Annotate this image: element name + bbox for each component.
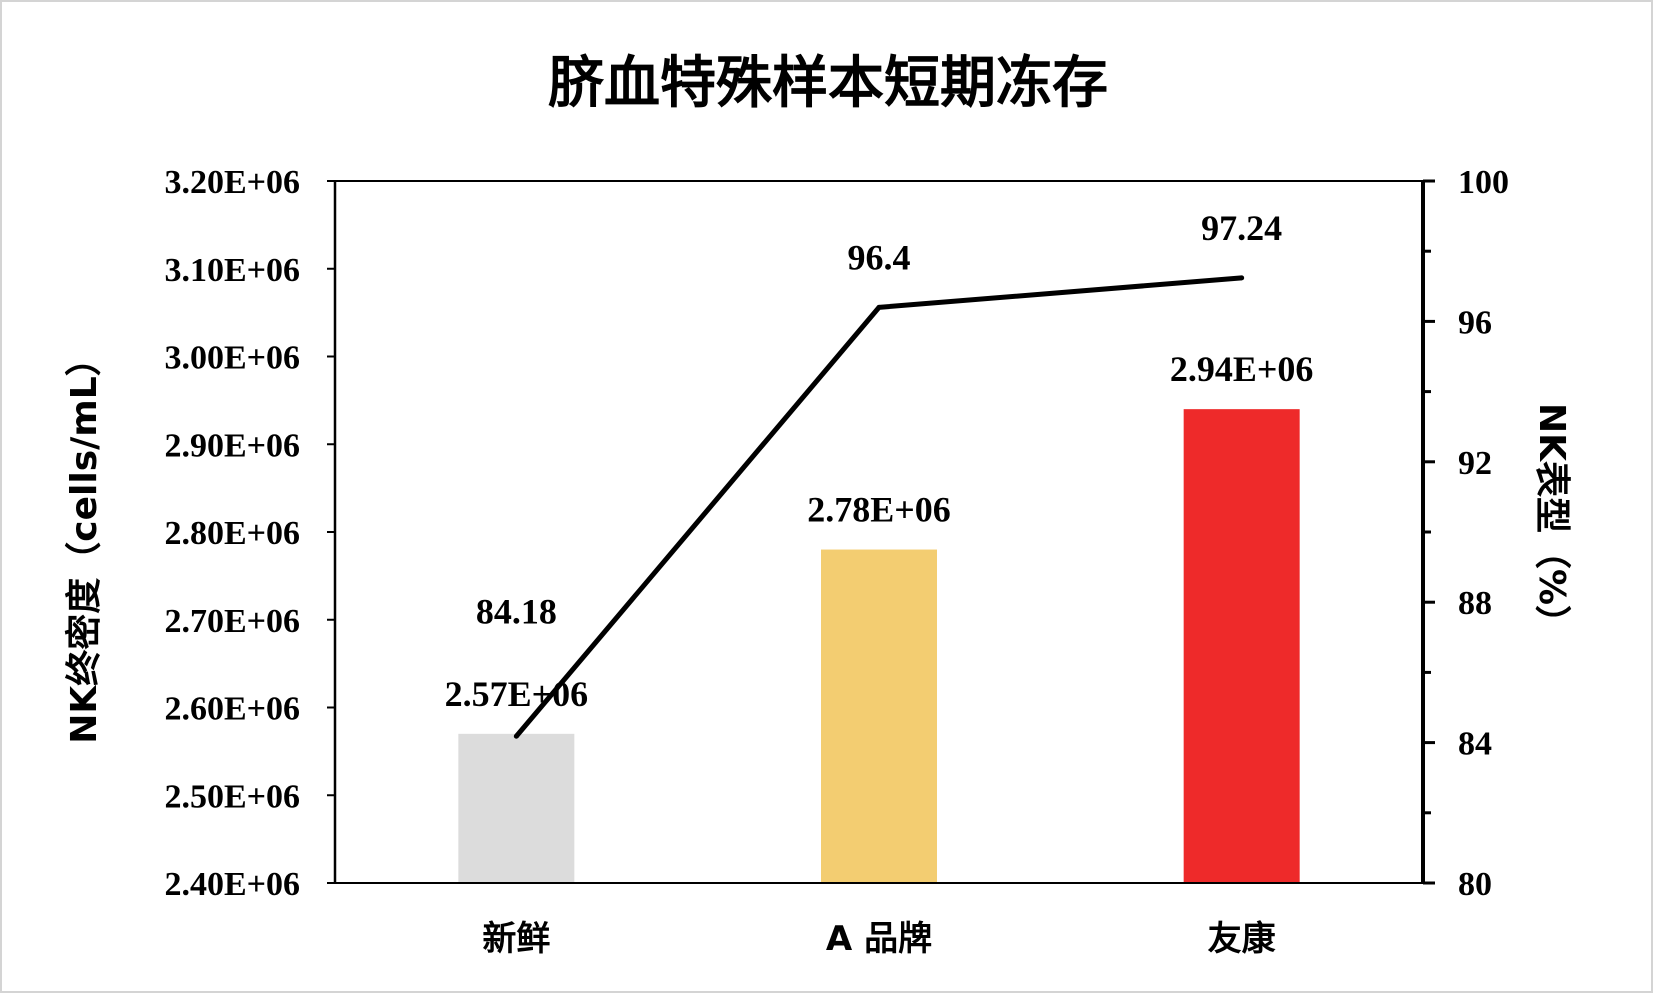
y-tick-label-5: 2.90E+06 xyxy=(164,427,300,464)
y-tick-label-0: 2.40E+06 xyxy=(164,866,300,903)
x-category-label-1: A 品牌 xyxy=(826,919,932,959)
x-category-label-2: 友康 xyxy=(1208,919,1276,959)
bar-0 xyxy=(458,733,575,883)
bars-layer xyxy=(458,409,1300,883)
y-tick-label-4: 2.80E+06 xyxy=(164,515,300,552)
y-tick-label-7: 3.10E+06 xyxy=(164,252,300,289)
line-point-0 xyxy=(513,733,519,739)
labels-layer: 2.40E+06 2.50E+06 2.60E+06 2.70E+06 2.80E+06… xyxy=(164,164,1509,959)
y-tick-label-8: 3.20E+06 xyxy=(164,164,300,201)
bar-1 xyxy=(821,549,937,883)
line-point-1 xyxy=(876,304,882,310)
y-tick-label-2: 2.60E+06 xyxy=(164,691,300,728)
bar-value-label-1: 2.78E+06 xyxy=(807,490,951,530)
y2-tick-label-1: 84 xyxy=(1458,726,1492,763)
y-tick-label-6: 3.00E+06 xyxy=(164,340,300,377)
y2-axis-label: NK表型（%） xyxy=(1531,403,1572,641)
line-point-2 xyxy=(1239,275,1245,281)
bar-value-label-0: 2.57E+06 xyxy=(445,674,589,714)
y2-tick-label-3: 92 xyxy=(1458,445,1492,482)
y2-tick-label-0: 80 xyxy=(1458,866,1492,903)
y2-tick-label-5: 100 xyxy=(1458,164,1509,201)
y-axis-label: NK终密度（cells/mL） xyxy=(63,340,105,744)
x-category-label-0: 新鲜 xyxy=(482,919,550,959)
chart-title: 脐血特殊样本短期冻存 xyxy=(548,51,1108,116)
y-tick-label-3: 2.70E+06 xyxy=(164,603,300,640)
line-layer xyxy=(513,275,1245,739)
y2-tick-label-2: 88 xyxy=(1458,585,1492,622)
y2-tick-label-4: 96 xyxy=(1458,304,1492,341)
y-tick-label-1: 2.50E+06 xyxy=(164,778,300,815)
bar-value-label-2: 2.94E+06 xyxy=(1170,349,1314,389)
line-value-label-0: 84.18 xyxy=(476,591,557,631)
line-value-label-2: 97.24 xyxy=(1201,208,1282,248)
bar-2 xyxy=(1183,409,1300,883)
line-value-label-1: 96.4 xyxy=(848,237,911,277)
axes-layer xyxy=(327,179,1435,885)
